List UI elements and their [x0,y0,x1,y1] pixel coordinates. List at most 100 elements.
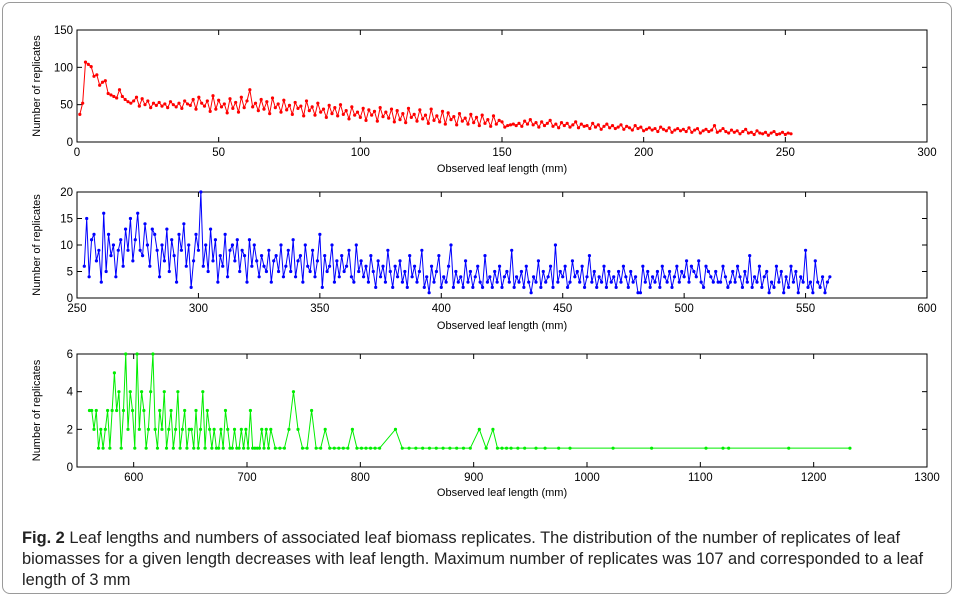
data-point [415,280,419,284]
data-point [185,102,190,106]
data-point [252,243,256,247]
data-point [472,120,476,125]
data-point [495,280,499,284]
data-point [488,275,492,279]
data-point [565,285,570,289]
data-point [244,427,248,431]
data-point [374,285,378,289]
data-point [593,125,598,129]
data-point [783,132,787,137]
data-point [762,275,766,279]
data-point [466,280,470,284]
data-point [366,280,371,284]
data-point [486,118,490,122]
data-point [828,275,832,279]
data-point [204,243,208,247]
data-point [313,113,317,117]
data-point [375,119,379,123]
data-point [539,285,543,289]
data-point [98,83,102,87]
data-point [757,264,762,268]
data-point [723,275,728,279]
data-point [248,88,252,92]
data-point [146,427,150,431]
data-point [287,103,292,108]
data-point [523,119,527,123]
data-point [112,94,116,99]
data-point [542,123,547,128]
data-point [383,280,388,284]
y-axis-label: Number of replicates [31,194,43,296]
data-point [279,110,283,114]
data-point [306,264,310,268]
data-point [126,100,130,104]
data-point [588,126,592,131]
data-point [137,427,141,431]
data-point [194,232,198,236]
data-point [346,446,350,450]
data-point [767,291,771,295]
y-tick-label: 50 [60,100,73,112]
data-point [106,408,110,413]
data-point [293,275,298,279]
data-point [704,446,708,450]
data-point [695,126,700,131]
data-point [500,285,504,289]
data-point [531,275,536,279]
data-point [607,269,611,274]
data-point [398,118,402,122]
data-point [605,122,609,126]
data-point [97,248,101,252]
data-point [398,259,402,263]
data-point [494,122,498,126]
data-point [681,127,685,131]
data-point [446,264,451,268]
data-point [90,408,94,413]
data-point [189,427,194,431]
data-point [273,446,277,450]
data-point [140,390,144,394]
data-point [505,269,509,274]
x-tick-label: 400 [432,303,451,315]
data-point [148,264,152,268]
data-point [595,285,599,289]
data-point [310,408,314,413]
data-point [596,123,600,127]
data-point [170,238,174,242]
data-point [108,446,112,450]
data-point [534,446,538,450]
data-point [217,98,221,102]
data-point [82,264,86,268]
data-point [562,123,566,128]
data-point [167,427,171,431]
data-point [171,103,175,107]
data-point [408,254,412,258]
data-point [211,259,215,263]
data-point [223,232,227,236]
data-point [183,408,187,413]
x-tick-label: 800 [351,472,370,484]
data-point [571,123,575,127]
data-point [251,446,255,450]
data-point [158,408,162,413]
data-point [616,125,620,129]
data-point [706,269,711,274]
y-tick-label: 100 [54,62,73,74]
data-point [166,106,170,110]
data-point [188,103,192,108]
data-point [548,118,552,122]
data-point [446,111,450,115]
data-point [782,291,786,295]
data-point [587,254,592,258]
data-point [273,106,277,110]
data-point [474,115,479,119]
data-point [164,446,169,450]
data-point [219,105,224,109]
data-point [422,285,426,289]
data-point [614,285,618,289]
data-point [791,280,796,284]
data-point [801,280,805,284]
data-point [650,275,655,279]
data-point [546,275,550,279]
